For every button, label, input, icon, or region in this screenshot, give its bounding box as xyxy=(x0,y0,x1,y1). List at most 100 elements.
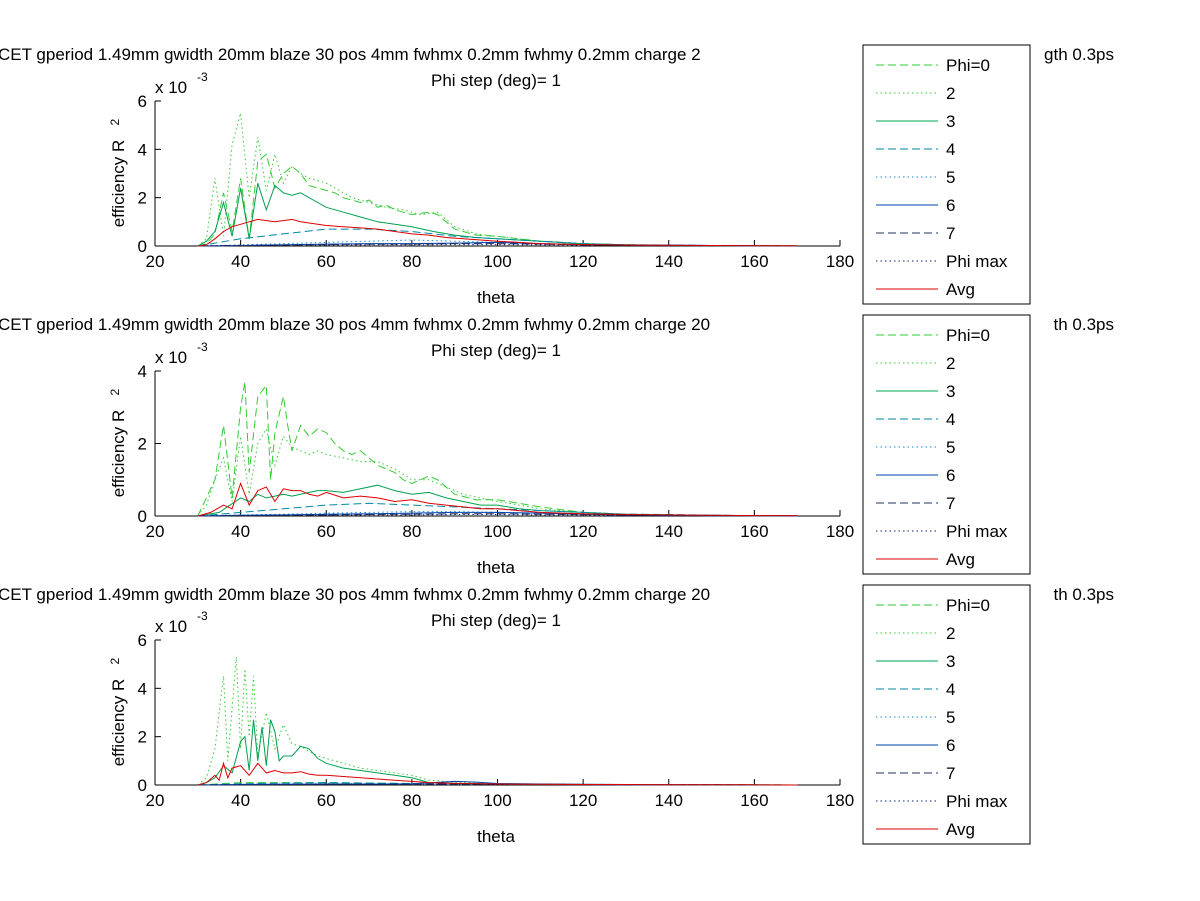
legend-entry-label: Avg xyxy=(946,820,975,839)
x-tick-label: 180 xyxy=(826,252,854,271)
series-line-2 xyxy=(197,427,798,517)
y-axis-label: efficiency R xyxy=(109,410,128,498)
series-line-avg xyxy=(197,218,798,247)
chart-title: CET gperiod 1.49mm gwidth 20mm blaze 30 … xyxy=(0,585,710,604)
y-tick-label: 6 xyxy=(138,92,147,111)
legend-entry-label: 6 xyxy=(946,196,955,215)
y-tick-label: 4 xyxy=(138,362,147,381)
y-tick-label: 0 xyxy=(138,776,147,795)
legend-entry-label: Phi max xyxy=(946,522,1008,541)
series-line-phi-0 xyxy=(197,153,798,247)
x-tick-label: 20 xyxy=(146,522,165,541)
x-tick-label: 60 xyxy=(317,791,336,810)
y-axis-label-sup: 2 xyxy=(108,658,122,665)
x-tick-label: 100 xyxy=(483,791,511,810)
x-tick-label: 140 xyxy=(655,522,683,541)
x-tick-label: 160 xyxy=(740,791,768,810)
legend-entry-label: 6 xyxy=(946,466,955,485)
series-line-2 xyxy=(197,656,798,786)
x-tick-label: 40 xyxy=(231,522,250,541)
x-tick-label: 60 xyxy=(317,522,336,541)
series-group xyxy=(197,112,798,247)
series-line-3 xyxy=(197,719,798,786)
legend-entry-label: 4 xyxy=(946,140,955,159)
y-tick-label: 2 xyxy=(138,728,147,747)
y-tick-label: 0 xyxy=(138,507,147,526)
legend-entry-label: 5 xyxy=(946,708,955,727)
series-line-avg xyxy=(197,481,798,517)
subplot-2: CET gperiod 1.49mm gwidth 20mm blaze 30 … xyxy=(0,314,1115,577)
subplot-1: CET gperiod 1.49mm gwidth 20mm blaze 30 … xyxy=(0,44,1114,307)
x-tick-label: 40 xyxy=(231,791,250,810)
legend-entry-label: Phi=0 xyxy=(946,326,990,345)
y-exponent-label: x 10 xyxy=(155,617,187,636)
x-tick-label: 60 xyxy=(317,252,336,271)
legend: Phi=0 2 3 4 5 6 7 Phi max Avg xyxy=(862,44,1031,305)
legend-entry-label: Avg xyxy=(946,550,975,569)
legend-entry-label: 7 xyxy=(946,764,955,783)
x-tick-label: 20 xyxy=(146,252,165,271)
legend-entry-label: Phi=0 xyxy=(946,56,990,75)
y-axis-label: efficiency R xyxy=(109,140,128,228)
x-tick-label: 140 xyxy=(655,252,683,271)
x-tick-label: 120 xyxy=(569,252,597,271)
x-tick-label: 180 xyxy=(826,522,854,541)
chart-title: CET gperiod 1.49mm gwidth 20mm blaze 30 … xyxy=(0,315,710,334)
x-tick-label: 120 xyxy=(569,522,597,541)
chart-subtitle: Phi step (deg)= 1 xyxy=(431,341,561,360)
x-tick-label: 160 xyxy=(740,252,768,271)
chart-title-tail: gth 0.3ps xyxy=(1044,45,1114,64)
legend-entry-label: 5 xyxy=(946,438,955,457)
series-line-avg xyxy=(197,761,798,786)
series-line-3 xyxy=(197,183,798,247)
x-tick-label: 100 xyxy=(483,522,511,541)
series-line-4 xyxy=(197,228,798,247)
x-tick-label: 20 xyxy=(146,791,165,810)
y-tick-label: 2 xyxy=(138,435,147,454)
y-axis-label-sup: 2 xyxy=(108,119,122,126)
y-tick-label: 2 xyxy=(138,189,147,208)
legend-entry-label: 4 xyxy=(946,410,955,429)
y-tick-label: 0 xyxy=(138,237,147,256)
legend-entry-label: 3 xyxy=(946,652,955,671)
y-axis-label-sup: 2 xyxy=(108,389,122,396)
series-group xyxy=(197,656,798,786)
y-exponent-label: x 10 xyxy=(155,78,187,97)
x-tick-label: 160 xyxy=(740,522,768,541)
y-tick-label: 4 xyxy=(138,140,147,159)
y-exponent-sup: -3 xyxy=(197,70,208,84)
legend-entry-label: 3 xyxy=(946,112,955,131)
x-tick-label: 80 xyxy=(402,791,421,810)
x-tick-label: 180 xyxy=(826,791,854,810)
legend: Phi=0 2 3 4 5 6 7 Phi max Avg xyxy=(862,314,1031,575)
series-group xyxy=(197,381,798,517)
legend-entry-label: 7 xyxy=(946,224,955,243)
y-axis-label: efficiency R xyxy=(109,679,128,767)
legend-entry-label: 3 xyxy=(946,382,955,401)
legend: Phi=0 2 3 4 5 6 7 Phi max Avg xyxy=(862,584,1031,845)
chart-title-tail: th 0.3ps xyxy=(1054,315,1115,334)
chart-title: CET gperiod 1.49mm gwidth 20mm blaze 30 … xyxy=(0,45,701,64)
chart-subtitle: Phi step (deg)= 1 xyxy=(431,71,561,90)
legend-entry-label: Phi=0 xyxy=(946,596,990,615)
x-tick-label: 80 xyxy=(402,522,421,541)
legend-entry-label: 6 xyxy=(946,736,955,755)
x-tick-label: 80 xyxy=(402,252,421,271)
legend-entry-label: 7 xyxy=(946,494,955,513)
chart-title-tail: th 0.3ps xyxy=(1054,585,1115,604)
legend-entry-label: Phi max xyxy=(946,252,1008,271)
legend-entry-label: 2 xyxy=(946,624,955,643)
x-tick-label: 120 xyxy=(569,791,597,810)
series-line-phi-0 xyxy=(197,381,798,517)
x-tick-label: 40 xyxy=(231,252,250,271)
x-axis-label: theta xyxy=(477,827,515,846)
subplot-3: CET gperiod 1.49mm gwidth 20mm blaze 30 … xyxy=(0,584,1115,846)
chart-subtitle: Phi step (deg)= 1 xyxy=(431,611,561,630)
y-exponent-sup: -3 xyxy=(197,340,208,354)
y-tick-label: 6 xyxy=(138,631,147,650)
legend-entry-label: 2 xyxy=(946,84,955,103)
y-exponent-label: x 10 xyxy=(155,348,187,367)
y-tick-label: 4 xyxy=(138,679,147,698)
x-axis-label: theta xyxy=(477,288,515,307)
